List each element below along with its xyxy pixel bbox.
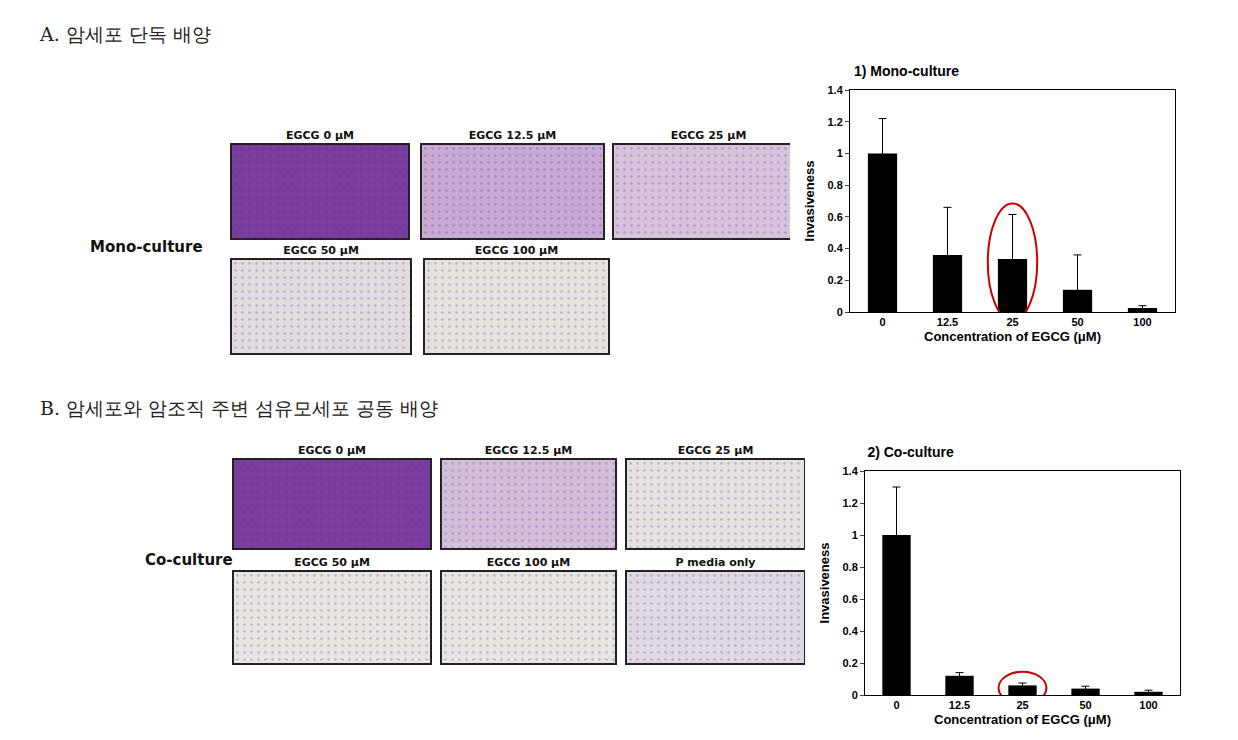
svg-text:0.8: 0.8 [843, 561, 858, 573]
svg-text:0.8: 0.8 [828, 179, 843, 191]
svg-text:0.2: 0.2 [828, 274, 843, 286]
svg-text:1: 1 [852, 529, 858, 541]
html-text:A. 암세포 단독 배양: A. 암세포 단독 배양 [40, 23, 211, 45]
html-text:EGCG 100 μM: EGCG 100 μM [474, 244, 559, 257]
html-text:EGCG 100 μM: EGCG 100 μM [486, 556, 571, 569]
svg-text:0: 0 [893, 699, 899, 711]
html-text:EGCG 50 μM: EGCG 50 μM [294, 556, 370, 569]
svg-text:2) Co-culture: 2) Co-culture [867, 444, 954, 460]
svg-text:Concentration of EGCG (μM): Concentration of EGCG (μM) [934, 712, 1111, 727]
html-text:Co-culture: Co-culture [145, 551, 233, 569]
svg-text:0.2: 0.2 [843, 657, 858, 669]
svg-text:1.4: 1.4 [843, 465, 859, 477]
svg-text:0: 0 [852, 689, 858, 701]
svg-text:0.6: 0.6 [828, 211, 843, 223]
html-text:EGCG 12.5 μM: EGCG 12.5 μM [468, 129, 557, 142]
svg-text:Invasiveness: Invasiveness [817, 543, 832, 624]
svg-text:0.4: 0.4 [843, 625, 859, 637]
html-text:EGCG 0 μM: EGCG 0 μM [286, 129, 354, 142]
svg-text:1) Mono-culture: 1) Mono-culture [854, 63, 959, 79]
svg-text:100: 100 [1133, 316, 1151, 328]
svg-text:0: 0 [879, 316, 885, 328]
html-text:EGCG 25 μM: EGCG 25 μM [670, 129, 747, 142]
svg-text:1.2: 1.2 [828, 116, 843, 128]
svg-text:1: 1 [837, 147, 843, 159]
svg-text:12.5: 12.5 [949, 699, 970, 711]
svg-text:0: 0 [837, 306, 843, 318]
svg-text:Concentration of EGCG (μM): Concentration of EGCG (μM) [924, 329, 1101, 344]
html-text:EGCG 0 μM: EGCG 0 μM [298, 444, 366, 457]
html-text:EGCG 25 μM: EGCG 25 μM [677, 444, 754, 457]
html-text:EGCG 50 μM: EGCG 50 μM [283, 244, 359, 257]
svg-text:25: 25 [1006, 316, 1018, 328]
html-text:Mono-culture: Mono-culture [90, 238, 203, 256]
svg-text:0.6: 0.6 [843, 593, 858, 605]
html-text:B. 암세포와 암조직 주변 섬유모세포 공동 배양: B. 암세포와 암조직 주변 섬유모세포 공동 배양 [40, 397, 439, 419]
html-text:EGCG 12.5 μM: EGCG 12.5 μM [484, 444, 573, 457]
svg-text:50: 50 [1079, 699, 1091, 711]
svg-text:50: 50 [1071, 316, 1083, 328]
svg-text:100: 100 [1139, 699, 1157, 711]
svg-text:1.2: 1.2 [843, 497, 858, 509]
html-text:P media only: P media only [675, 556, 756, 569]
svg-text:12.5: 12.5 [937, 316, 958, 328]
svg-text:1.4: 1.4 [828, 84, 844, 96]
svg-text:Invasiveness: Invasiveness [802, 161, 817, 242]
svg-text:0.4: 0.4 [828, 242, 844, 254]
svg-text:25: 25 [1016, 699, 1028, 711]
